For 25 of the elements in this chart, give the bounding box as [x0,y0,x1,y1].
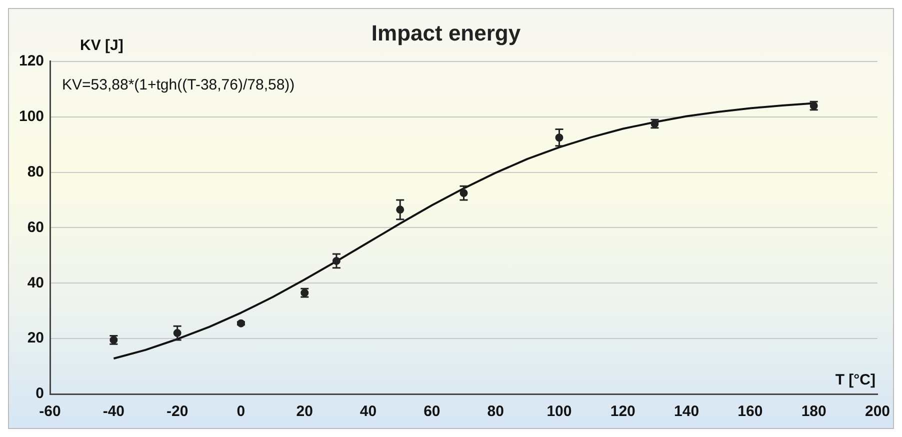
x-tick-label: -60 [39,403,61,420]
y-tick-label: 100 [18,108,44,125]
x-tick-label: -40 [102,403,125,420]
chart-title: Impact energy [371,20,522,46]
x-tick-label: 200 [864,403,890,420]
x-axis-title: T [°C] [835,372,876,389]
y-tick-label: 0 [36,385,44,402]
x-tick-label: 180 [801,403,826,420]
x-tick-label: 80 [487,403,504,420]
x-tick-label: 140 [674,403,700,420]
x-tick-label: 0 [236,403,246,420]
y-tick-label: 60 [27,218,44,236]
annotation: KV=53,88*(1+tgh((T-38,76)/78,58)) [62,76,295,94]
x-tick-label: 100 [546,403,572,420]
x-tick-label: 120 [610,403,636,420]
x-tick-label: 160 [738,403,763,420]
x-tick-label: 60 [424,403,440,420]
y-tick-label: 120 [18,52,44,70]
y-tick-label: 20 [27,330,44,347]
x-tick-label: -20 [166,403,188,420]
y-axis-title: KV [J] [80,37,124,54]
x-tick-label: 20 [296,403,313,420]
x-tick-label: 40 [360,403,377,420]
y-tick-label: 80 [27,163,44,180]
y-tick-label: 40 [27,274,44,292]
